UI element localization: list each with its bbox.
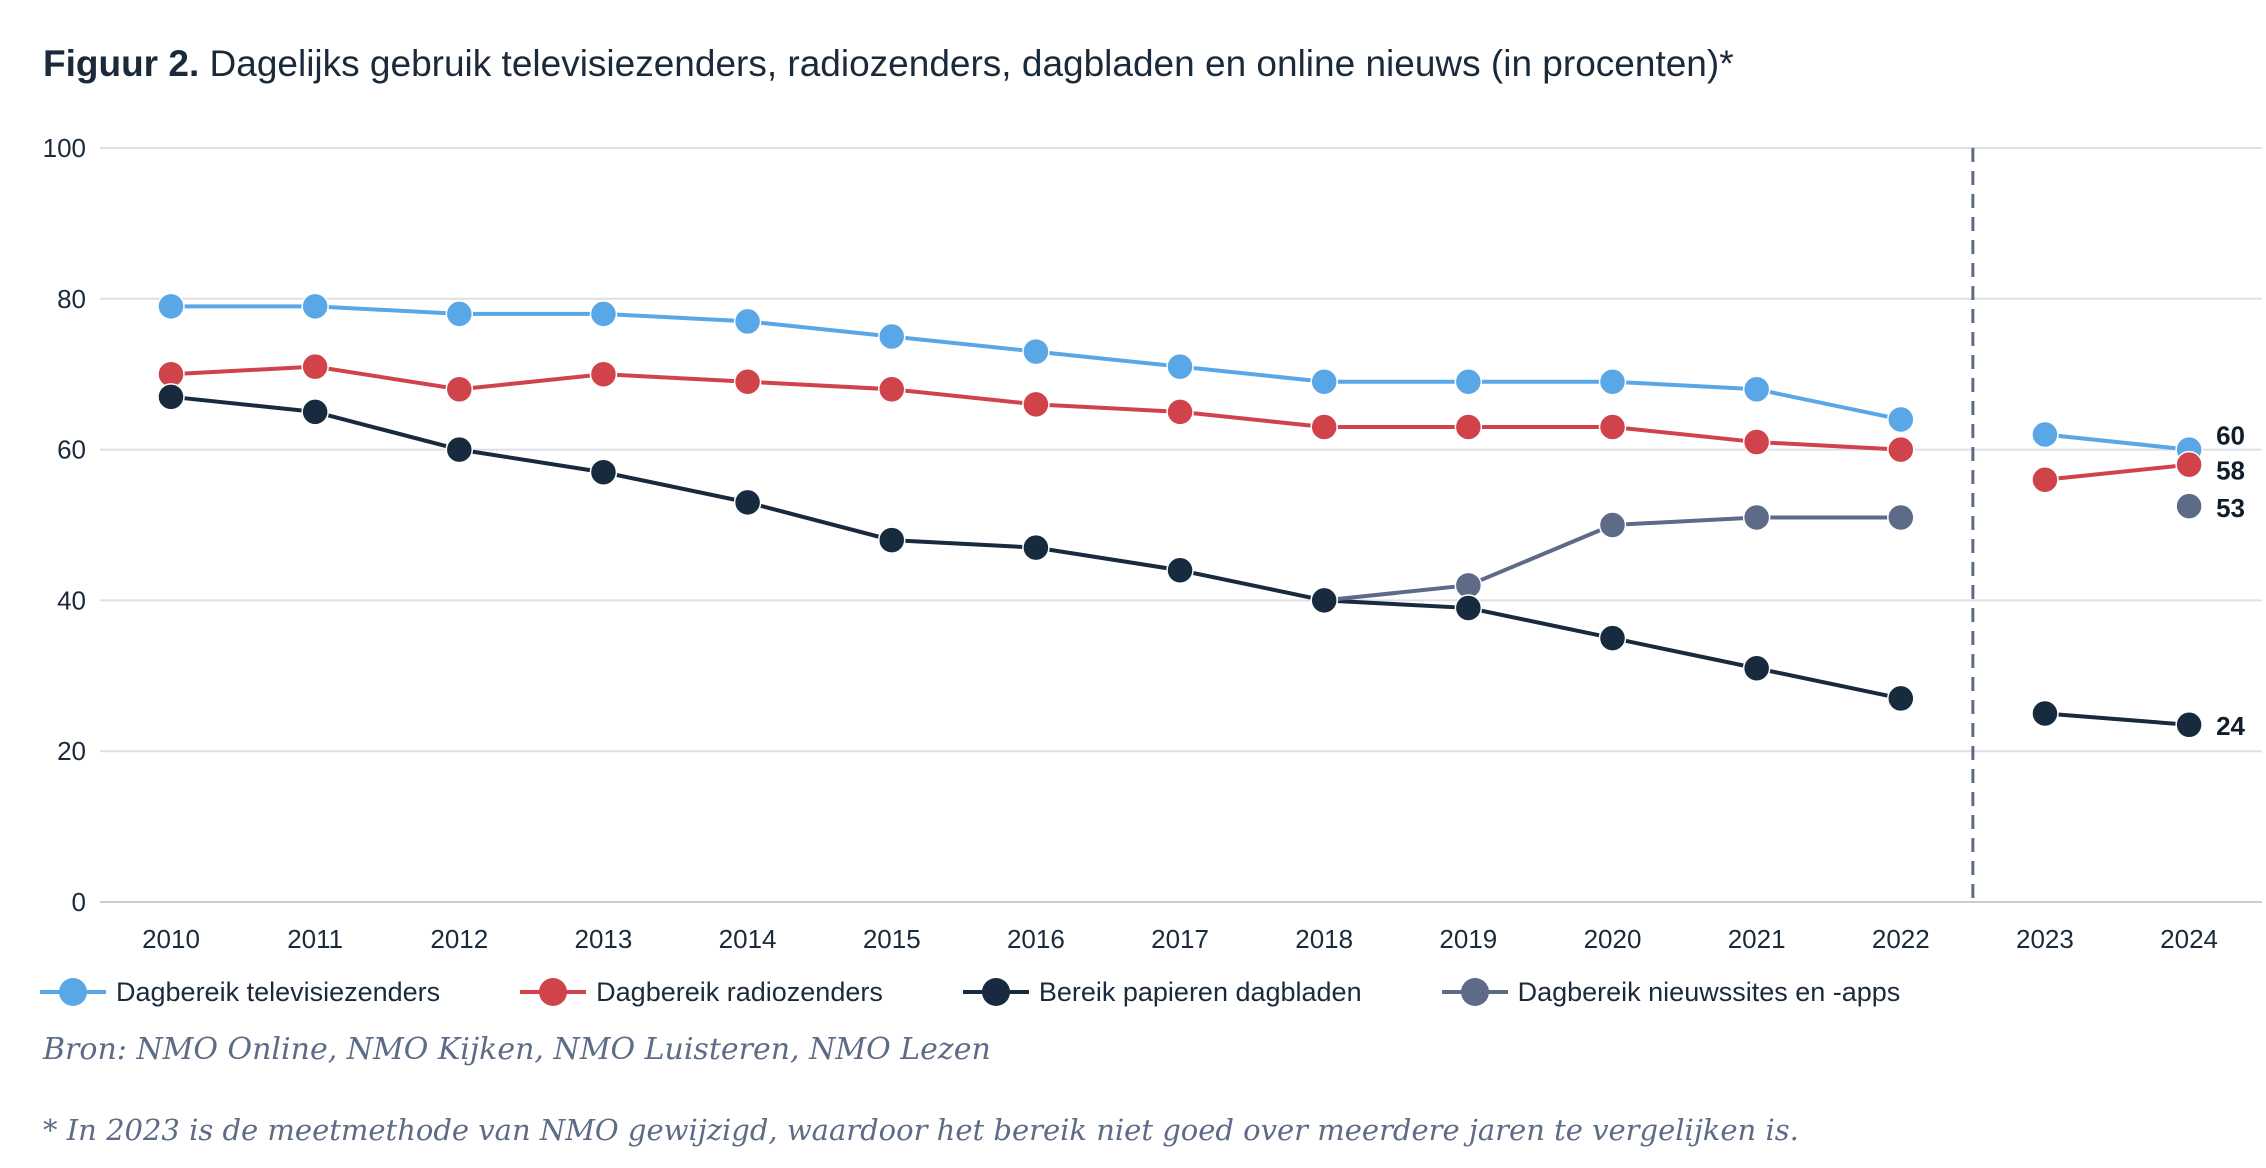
y-tick-label-20: 20 [57,736,86,766]
data-point-papers-2023 [2031,699,2059,728]
data-point-radio-2024 [2175,450,2203,479]
source-note: Bron: NMO Online, NMO Kijken, NMO Luiste… [43,1032,991,1067]
x-tick-label-2024: 2024 [2160,924,2218,954]
legend-item-tv: Dagbereik televisiezenders [40,977,440,1008]
data-point-papers-2017 [1166,556,1194,584]
x-tick-label-2021: 2021 [1728,924,1786,954]
legend-label-papers: Bereik papieren dagbladen [1038,976,1362,1007]
data-point-papers-2014 [733,488,762,517]
y-tick-label-40: 40 [57,585,86,615]
legend-label-tv: Dagbereik televisiezenders [116,976,441,1007]
end-label-tv: 60 [2216,421,2245,451]
data-point-papers-2010 [157,383,185,411]
legend-swatch-online [1441,977,1508,1007]
x-tick-label-2015: 2015 [863,924,921,954]
legend-label-online: Dagbereik nieuwssites en -apps [1517,976,1901,1007]
data-point-tv-2010 [157,292,185,321]
data-point-tv-2016 [1022,337,1050,366]
legend-swatch-tv [40,977,106,1007]
data-point-radio-2015 [878,375,906,404]
figure-title: Dagelijks gebruik televisiezenders, radi… [209,43,1734,84]
data-point-radio-2021 [1742,428,1771,456]
x-tick-label-2014: 2014 [719,924,777,954]
data-point-online-2024 [2175,492,2203,520]
series-line-papers-1 [2044,711,2190,727]
data-point-papers-2013 [589,458,618,486]
data-point-radio-2016 [1022,390,1050,419]
legend-item-radio: Dagbereik radiozenders [520,977,883,1008]
footnote: * In 2023 is de meetmethode van NMO gewi… [43,1113,1799,1147]
data-point-online-2022 [1887,503,1915,532]
y-tick-label-100: 100 [43,133,86,163]
end-label-papers: 24 [2216,711,2245,741]
data-point-radio-2012 [445,375,474,404]
data-point-tv-2021 [1742,375,1771,404]
x-tick-label-2011: 2011 [287,924,343,954]
data-point-tv-2018 [1310,367,1338,396]
data-point-radio-2019 [1454,413,1483,441]
data-point-tv-2022 [1887,405,1915,434]
data-point-papers-2019 [1454,594,1483,622]
chart-legend: Dagbereik televisiezenders Dagbereik rad… [40,972,1980,1012]
data-point-papers-2018 [1310,586,1338,615]
data-point-papers-2022 [1887,684,1915,713]
y-tick-label-0: 0 [72,887,86,917]
data-point-tv-2011 [301,292,329,321]
x-tick-label-2018: 2018 [1295,924,1353,954]
data-point-tv-2017 [1166,352,1194,381]
x-tick-label-2019: 2019 [1439,924,1497,954]
data-point-radio-2020 [1598,413,1627,441]
x-tick-label-2010: 2010 [142,924,200,954]
data-point-tv-2013 [589,300,618,328]
data-point-tv-2023 [2031,420,2059,449]
end-label-radio: 58 [2216,456,2245,486]
data-point-papers-2021 [1742,654,1771,683]
data-point-radio-2011 [301,352,329,381]
line-chart: 0 20 40 60 80 100 2010 2011 2012 2013 2014 2015 2016… [43,133,2262,954]
y-tick-label-60: 60 [57,435,86,465]
legend-swatch-radio [520,977,587,1007]
data-point-radio-2018 [1310,413,1338,441]
data-point-papers-2015 [878,526,906,554]
data-point-radio-2014 [733,367,762,396]
x-tick-label-2017: 2017 [1151,924,1209,954]
data-point-tv-2015 [878,322,906,351]
data-point-tv-2020 [1598,367,1627,396]
series-line-tv-1 [2044,432,2190,452]
data-point-papers-2011 [301,398,329,426]
data-point-radio-2023 [2031,466,2059,494]
figure-number: Figuur 2. [43,43,200,84]
data-point-papers-2012 [445,435,474,464]
x-tick-label-2016: 2016 [1007,924,1065,954]
chart-title: Figuur 2. Dagelijks gebruik televisiezen… [43,36,1734,92]
data-point-online-2020 [1598,511,1627,539]
data-point-tv-2012 [445,300,474,328]
data-point-radio-2022 [1887,435,1915,464]
x-tick-label-2012: 2012 [430,924,488,954]
data-point-tv-2014 [733,307,762,336]
data-point-radio-2013 [589,360,618,388]
x-tick-label-2023: 2023 [2016,924,2074,954]
x-tick-label-2020: 2020 [1584,924,1642,954]
data-point-papers-2020 [1598,624,1627,652]
data-point-papers-2024 [2175,711,2203,739]
legend-item-online: Dagbereik nieuwssites en -apps [1441,976,1901,1008]
end-label-online: 53 [2216,493,2245,523]
legend-label-radio: Dagbereik radiozenders [596,976,883,1007]
x-tick-label-2013: 2013 [575,924,633,954]
data-point-papers-2016 [1022,533,1050,562]
data-point-tv-2019 [1454,367,1483,396]
series-line-radio-1 [2044,462,2190,482]
x-tick-label-2022: 2022 [1872,924,1930,954]
legend-item-papers: Bereik papieren dagbladen [962,976,1362,1008]
legend-swatch-papers [962,977,1029,1007]
data-point-radio-2017 [1166,398,1194,426]
data-point-online-2021 [1742,503,1771,532]
y-tick-label-80: 80 [57,284,86,314]
